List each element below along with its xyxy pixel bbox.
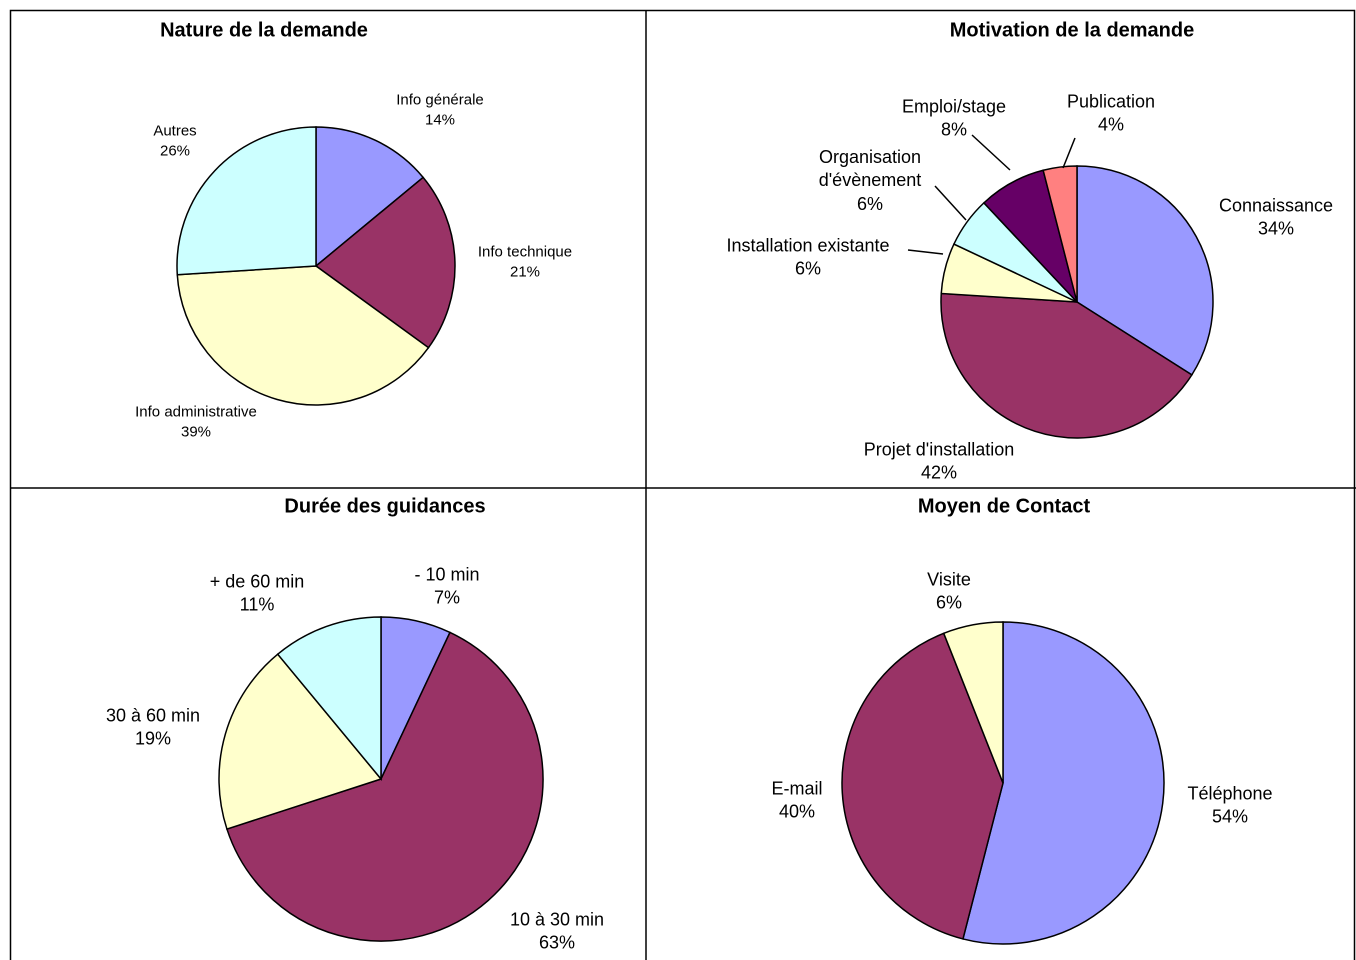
value-label: 19% — [134, 729, 172, 749]
leader-line — [1062, 137, 1076, 169]
category-label: E-mail — [771, 778, 823, 799]
value-label: 6% — [935, 593, 963, 613]
category-label: Info générale — [396, 91, 484, 109]
value-label: 21% — [509, 263, 541, 280]
category-label: Autres — [153, 122, 197, 140]
slice-label: + de 60 min 11% — [210, 571, 305, 618]
category-label: Info technique — [477, 243, 573, 261]
slice-label: Info générale 14% — [396, 91, 484, 130]
leader-line — [907, 249, 944, 255]
category-label: Publication — [1066, 91, 1156, 112]
slice-label: Emploi/stage 8% — [902, 96, 1006, 143]
frame — [9, 9, 1356, 960]
value-label: 6% — [794, 259, 822, 279]
chart-title: Moyen de Contact — [917, 495, 1091, 518]
value-label: 40% — [778, 802, 816, 822]
value-label: 34% — [1257, 219, 1295, 239]
pie-slice — [218, 653, 383, 831]
slice-label: 30 à 60 min 19% — [106, 705, 200, 752]
value-label: 7% — [433, 588, 460, 608]
category-label: Emploi/stage — [901, 96, 1007, 117]
slice-label: Téléphone 54% — [1187, 783, 1272, 830]
value-label: 26% — [159, 142, 191, 159]
slice-label: E-mail 40% — [771, 778, 822, 825]
value-label: 39% — [180, 423, 212, 440]
category-label: 30 à 60 min — [105, 705, 201, 726]
value-label: 14% — [424, 111, 456, 128]
pie-slice — [841, 632, 1004, 940]
value-label: 6% — [856, 193, 883, 214]
slice-label: Autres 26% — [153, 122, 196, 161]
leader-line — [971, 134, 1011, 171]
slice-label: Installation existante 6% — [726, 235, 889, 282]
category-label: Organisation d'évènement — [818, 146, 922, 191]
category-label: Téléphone — [1187, 783, 1273, 804]
category-label: - 10 min — [414, 564, 480, 585]
slice-label: Connaissance 34% — [1219, 195, 1333, 242]
pie-slice — [962, 621, 1165, 945]
slice-label: - 10 min 7% — [414, 564, 479, 611]
value-label: 63% — [538, 933, 576, 953]
chart-title: Nature de la demande — [160, 19, 368, 42]
category-label: Connaissance — [1218, 195, 1334, 216]
pie-slice — [314, 176, 456, 349]
slice-label: Projet d'installation 42% — [864, 439, 1015, 486]
value-label: 8% — [940, 120, 967, 140]
pie-slice — [276, 616, 382, 782]
value-label: 4% — [1097, 115, 1124, 135]
slice-label: Info administrative 39% — [135, 403, 257, 442]
pie-slice — [225, 631, 544, 942]
value-label: 42% — [920, 463, 958, 483]
pie-slice — [1076, 165, 1214, 376]
slice-label: 10 à 30 min 63% — [510, 909, 604, 956]
slice-label: Organisation d'évènement 6% — [800, 146, 940, 216]
pie-slice — [942, 621, 1004, 784]
chart-title: Durée des guidances — [284, 495, 486, 518]
slice-label: Visite 6% — [927, 569, 971, 616]
leader-line — [934, 185, 967, 221]
pie-slice — [176, 126, 317, 276]
value-label: 54% — [1211, 807, 1249, 827]
pie-slice — [940, 292, 1193, 439]
category-label: Installation existante — [726, 235, 890, 256]
pie-slice — [1042, 165, 1078, 303]
slice-label: Publication 4% — [1067, 91, 1155, 138]
value-label: 11% — [239, 595, 275, 615]
slice-label: Info technique 21% — [478, 243, 572, 282]
pie-slice — [315, 126, 425, 268]
category-label: Visite — [927, 569, 971, 590]
category-label: + de 60 min — [209, 571, 305, 592]
category-label: Info administrative — [135, 403, 257, 421]
chart-title: Motivation de la demande — [949, 19, 1195, 42]
category-label: Projet d'installation — [863, 439, 1015, 460]
category-label: 10 à 30 min — [509, 909, 605, 930]
pie-slice — [176, 265, 430, 406]
